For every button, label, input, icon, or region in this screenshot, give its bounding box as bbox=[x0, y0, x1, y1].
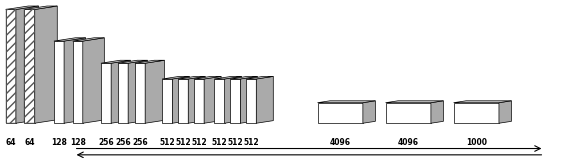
Text: 256: 256 bbox=[98, 138, 114, 147]
Text: 512: 512 bbox=[243, 138, 259, 147]
Text: 512: 512 bbox=[191, 138, 207, 147]
Text: 4096: 4096 bbox=[329, 138, 351, 147]
Polygon shape bbox=[35, 6, 57, 123]
Polygon shape bbox=[24, 6, 57, 9]
Text: 128: 128 bbox=[70, 138, 86, 147]
Polygon shape bbox=[101, 60, 130, 63]
Polygon shape bbox=[83, 38, 104, 123]
Polygon shape bbox=[145, 60, 164, 123]
Text: 256: 256 bbox=[115, 138, 131, 147]
Polygon shape bbox=[246, 76, 273, 79]
Polygon shape bbox=[54, 38, 86, 41]
Polygon shape bbox=[54, 41, 64, 123]
Polygon shape bbox=[499, 101, 511, 123]
Text: 1000: 1000 bbox=[466, 138, 487, 147]
Text: 64: 64 bbox=[6, 138, 16, 147]
Polygon shape bbox=[16, 6, 39, 123]
Polygon shape bbox=[386, 101, 443, 103]
Text: 128: 128 bbox=[51, 138, 67, 147]
Polygon shape bbox=[73, 38, 104, 41]
Polygon shape bbox=[230, 79, 240, 123]
Polygon shape bbox=[188, 76, 205, 123]
Polygon shape bbox=[225, 76, 242, 123]
Polygon shape bbox=[6, 9, 16, 123]
Polygon shape bbox=[204, 76, 221, 123]
Polygon shape bbox=[318, 101, 375, 103]
Text: 512: 512 bbox=[211, 138, 227, 147]
Polygon shape bbox=[194, 79, 204, 123]
Polygon shape bbox=[135, 63, 145, 123]
Polygon shape bbox=[101, 63, 111, 123]
Text: 512: 512 bbox=[159, 138, 175, 147]
Polygon shape bbox=[256, 76, 273, 123]
Text: 512: 512 bbox=[227, 138, 243, 147]
Polygon shape bbox=[128, 60, 147, 123]
Text: 4096: 4096 bbox=[397, 138, 419, 147]
Polygon shape bbox=[178, 79, 188, 123]
Polygon shape bbox=[214, 79, 225, 123]
Polygon shape bbox=[172, 76, 189, 123]
Text: 256: 256 bbox=[132, 138, 148, 147]
Polygon shape bbox=[318, 103, 363, 123]
Polygon shape bbox=[178, 76, 205, 79]
Polygon shape bbox=[431, 101, 443, 123]
Polygon shape bbox=[454, 101, 511, 103]
Polygon shape bbox=[240, 76, 257, 123]
Text: 64: 64 bbox=[24, 138, 35, 147]
Polygon shape bbox=[135, 60, 164, 63]
Polygon shape bbox=[162, 79, 172, 123]
Polygon shape bbox=[214, 76, 242, 79]
Polygon shape bbox=[24, 9, 35, 123]
Polygon shape bbox=[73, 41, 83, 123]
Polygon shape bbox=[162, 76, 189, 79]
Polygon shape bbox=[194, 76, 221, 79]
Polygon shape bbox=[386, 103, 431, 123]
Polygon shape bbox=[64, 38, 86, 123]
Polygon shape bbox=[230, 76, 257, 79]
Polygon shape bbox=[454, 103, 499, 123]
Polygon shape bbox=[111, 60, 130, 123]
Polygon shape bbox=[246, 79, 256, 123]
Polygon shape bbox=[6, 6, 39, 9]
Text: 512: 512 bbox=[175, 138, 191, 147]
Polygon shape bbox=[363, 101, 375, 123]
Polygon shape bbox=[118, 60, 147, 63]
Polygon shape bbox=[118, 63, 128, 123]
